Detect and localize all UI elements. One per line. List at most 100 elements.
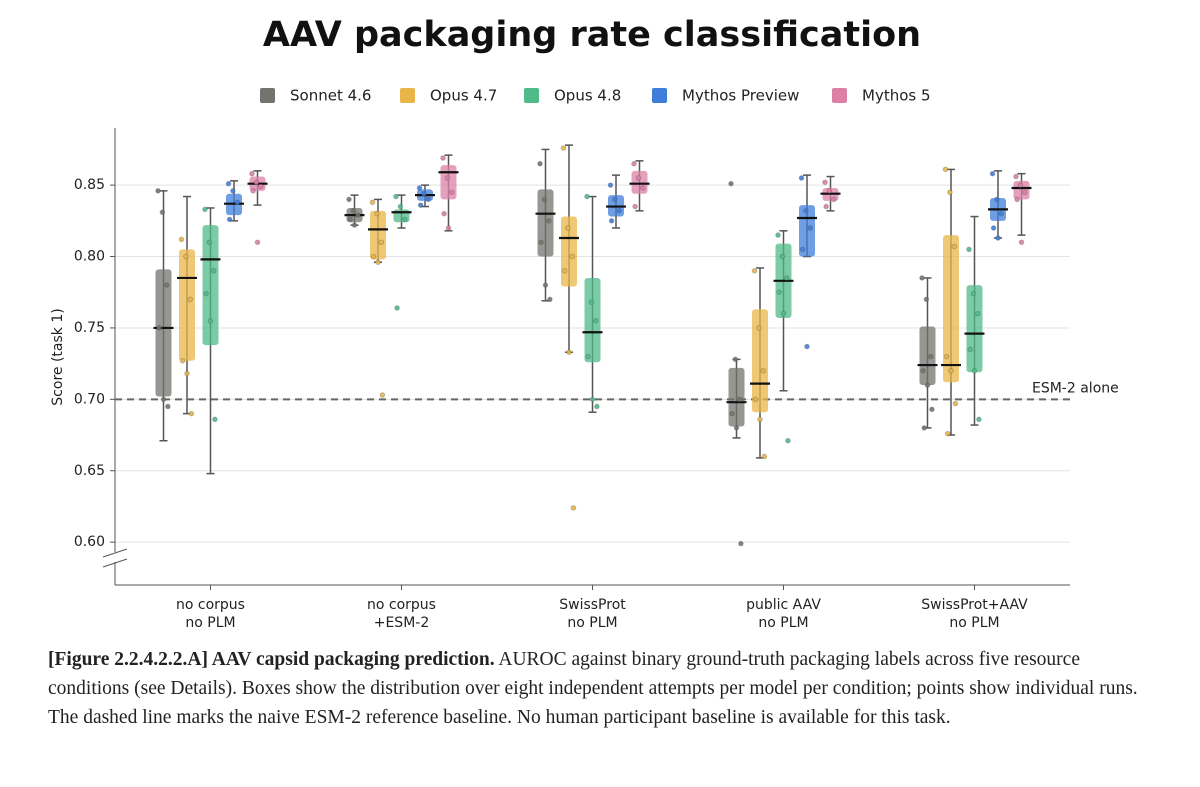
- box: [631, 170, 648, 194]
- point: [612, 196, 618, 203]
- point: [184, 370, 190, 377]
- point: [921, 425, 928, 431]
- box-group: [582, 193, 603, 413]
- y-tick-label: 0.85: [74, 177, 105, 193]
- point: [250, 188, 256, 194]
- point: [803, 208, 809, 214]
- point: [425, 196, 432, 203]
- point: [994, 196, 1000, 203]
- x-tick-label: no PLM: [949, 615, 999, 631]
- chart: AAV packaging rate classification Score …: [50, 15, 1119, 631]
- point: [179, 357, 186, 364]
- point: [1018, 239, 1025, 246]
- box: [155, 269, 172, 397]
- axis-break: [102, 558, 128, 568]
- point: [347, 216, 353, 223]
- box: [728, 367, 745, 427]
- point: [920, 367, 926, 374]
- box-group: [153, 188, 174, 442]
- legend-swatch: [400, 88, 415, 103]
- point: [211, 268, 217, 274]
- box: [440, 165, 457, 200]
- box-group: [988, 170, 1008, 241]
- reference-label: ESM-2 alone: [1032, 380, 1119, 396]
- x-tick-label: no PLM: [185, 615, 235, 631]
- point: [346, 196, 352, 203]
- point: [607, 182, 614, 188]
- point: [203, 290, 209, 297]
- box-group: [606, 174, 626, 229]
- point: [230, 188, 236, 194]
- point: [780, 310, 787, 317]
- x-tick-label: no corpus: [176, 597, 245, 613]
- box-group: [177, 195, 197, 417]
- point: [975, 310, 981, 317]
- box: [202, 225, 219, 346]
- point: [943, 353, 950, 360]
- point: [589, 396, 596, 403]
- box-group: [415, 184, 435, 208]
- point: [202, 206, 208, 213]
- box-group: [344, 194, 365, 228]
- box-group: [629, 160, 650, 212]
- point: [375, 259, 381, 266]
- point: [733, 425, 740, 431]
- axis-break: [102, 548, 128, 558]
- point: [369, 199, 376, 206]
- point: [253, 179, 260, 186]
- point: [1013, 173, 1019, 180]
- caption-text: AUROC against binary ground-truth packag…: [48, 649, 1138, 728]
- box-group: [559, 144, 579, 511]
- x-tick-label: no PLM: [758, 615, 808, 631]
- point: [379, 392, 386, 398]
- legend-label: Mythos 5: [862, 87, 931, 105]
- box-group: [391, 193, 412, 311]
- point: [537, 160, 543, 167]
- point: [188, 410, 195, 417]
- x-tick-label: no corpus: [367, 597, 436, 613]
- point: [393, 193, 399, 200]
- point: [207, 317, 214, 324]
- point: [449, 189, 455, 196]
- point: [995, 235, 1001, 241]
- y-tick-label: 0.65: [74, 463, 105, 479]
- point: [616, 208, 623, 214]
- point: [416, 185, 423, 191]
- point: [776, 289, 782, 296]
- point: [165, 403, 171, 410]
- y-axis-label: Score (task 1): [50, 308, 66, 405]
- box: [537, 189, 554, 257]
- x-tick-label: +ESM-2: [374, 615, 430, 631]
- y-tick-label: 0.60: [74, 534, 105, 550]
- point: [178, 236, 185, 243]
- point: [998, 210, 1005, 217]
- point: [1014, 196, 1020, 203]
- point: [804, 343, 810, 350]
- y-tick-label: 0.70: [74, 391, 105, 407]
- point: [728, 180, 734, 187]
- point: [445, 225, 452, 231]
- point: [989, 170, 996, 177]
- point: [561, 268, 568, 274]
- point: [588, 299, 595, 306]
- point: [566, 349, 572, 356]
- box-group: [535, 148, 556, 303]
- point: [249, 170, 255, 177]
- point: [966, 246, 972, 253]
- point: [565, 225, 571, 231]
- y-tick-label: 0.80: [74, 249, 105, 265]
- box-group: [200, 206, 221, 475]
- x-tick-label: no PLM: [567, 615, 617, 631]
- point: [560, 145, 567, 151]
- point: [417, 202, 424, 208]
- box-group: [247, 170, 268, 246]
- point: [258, 183, 264, 190]
- point: [761, 453, 768, 460]
- box-group: [750, 267, 770, 460]
- point: [738, 540, 744, 547]
- box-group: [1011, 172, 1032, 246]
- legend-label: Sonnet 4.6: [290, 87, 371, 105]
- x-tick-label: SwissProt+AAV: [921, 597, 1028, 613]
- point: [635, 175, 642, 181]
